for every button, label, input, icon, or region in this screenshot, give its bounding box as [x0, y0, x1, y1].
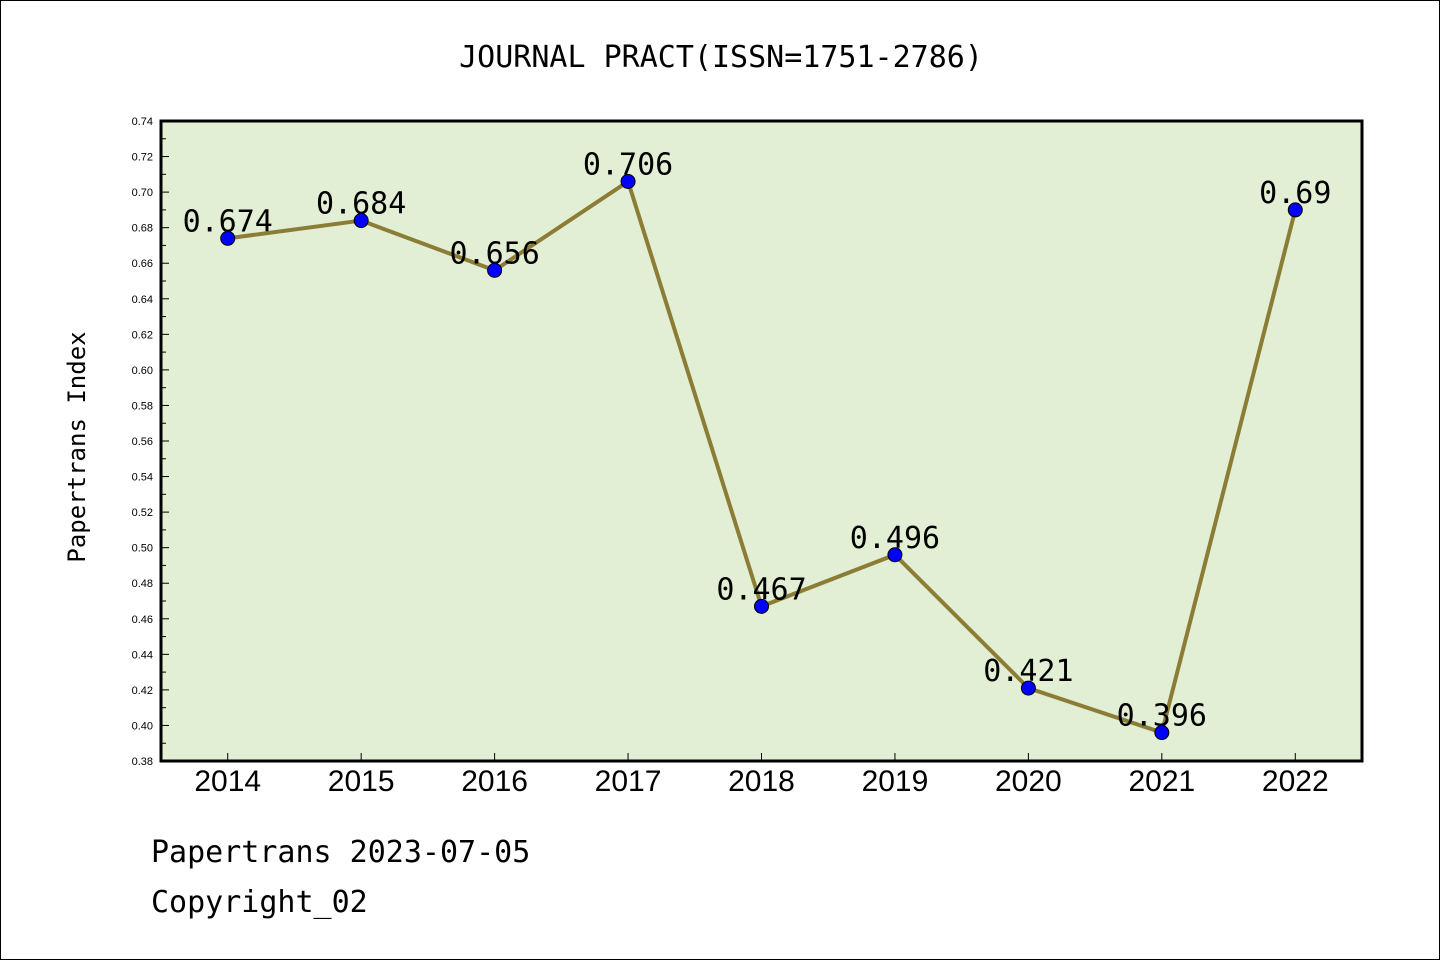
plot-border	[159, 119, 1364, 763]
footer-copyright-line: Copyright_02	[151, 885, 368, 920]
y-tick-label: 0.46	[132, 614, 153, 626]
x-tick-label: 2019	[862, 765, 929, 798]
x-tick-label: 2020	[995, 765, 1062, 798]
data-point-marker	[887, 547, 903, 563]
data-point-marker	[487, 262, 503, 278]
data-label: 0.69	[1259, 176, 1331, 211]
y-tick-label: 0.72	[132, 152, 153, 164]
data-point-marker	[220, 230, 236, 246]
footer-date-line: Papertrans 2023-07-05	[151, 835, 531, 870]
chart-title: JOURNAL PRACT(ISSN=1751-2786)	[459, 40, 983, 75]
y-tick-label: 0.74	[132, 116, 153, 128]
data-point-marker	[620, 173, 636, 189]
x-tick-label: 2021	[1128, 765, 1195, 798]
x-tick-label: 2014	[194, 765, 261, 798]
data-label: 0.706	[583, 147, 673, 182]
data-label: 0.396	[1117, 699, 1207, 734]
y-tick-label: 0.68	[132, 223, 153, 235]
data-label: 0.674	[183, 204, 273, 239]
data-point-marker	[1020, 680, 1036, 696]
x-tick-label: 2022	[1262, 765, 1329, 798]
y-tick-label: 0.58	[132, 400, 153, 412]
data-label: 0.496	[850, 521, 940, 556]
data-label: 0.467	[716, 572, 806, 607]
y-tick-label: 0.48	[132, 578, 153, 590]
data-label: 0.421	[983, 654, 1073, 689]
y-axis-label: Papertrans Index	[63, 331, 91, 562]
y-tick-label: 0.60	[132, 365, 153, 377]
y-tick-label: 0.44	[132, 649, 153, 661]
x-tick-label: 2015	[328, 765, 395, 798]
y-tick-label: 0.52	[132, 507, 153, 519]
y-tick-label: 0.38	[132, 756, 153, 768]
data-label: 0.656	[449, 236, 539, 271]
data-point-marker	[1154, 725, 1170, 741]
y-tick-label: 0.50	[132, 543, 153, 555]
y-tick-label: 0.70	[132, 187, 153, 199]
x-tick-label: 2018	[728, 765, 795, 798]
y-tick-label: 0.64	[132, 294, 153, 306]
data-point-marker	[353, 213, 369, 229]
data-point-marker	[754, 598, 769, 614]
y-tick-label: 0.42	[132, 685, 153, 697]
x-tick-label: 2016	[461, 765, 528, 798]
y-tick-label: 0.54	[132, 472, 153, 484]
y-tick-label: 0.56	[132, 436, 153, 448]
y-tick-label: 0.40	[132, 720, 153, 732]
data-point-marker	[1287, 202, 1303, 218]
y-tick-label: 0.66	[132, 258, 153, 270]
y-tick-label: 0.62	[132, 329, 153, 341]
x-tick-label: 2017	[595, 765, 662, 798]
data-label: 0.684	[316, 187, 406, 222]
